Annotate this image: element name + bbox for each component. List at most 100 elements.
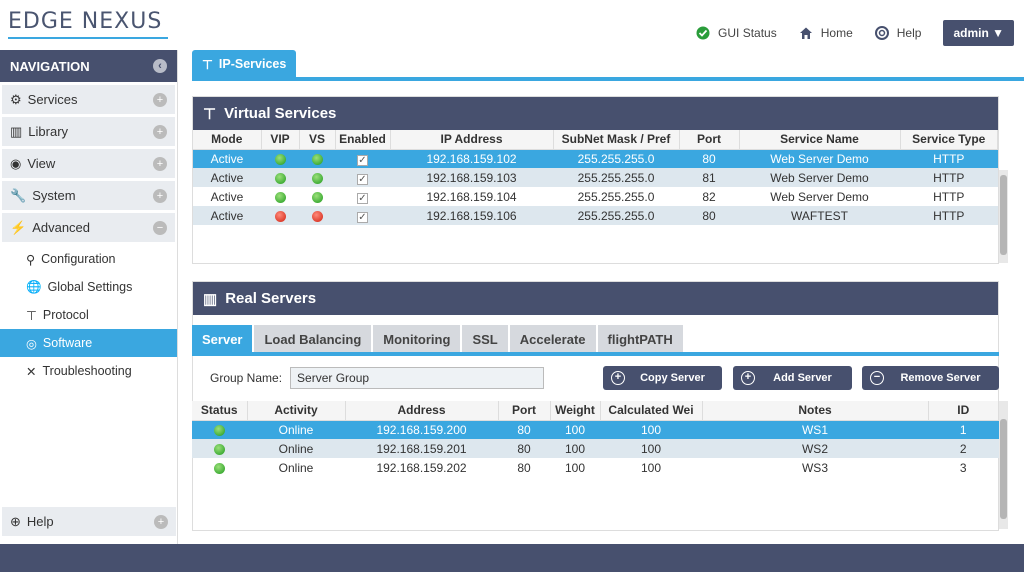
column-header[interactable]: Activity [247, 401, 346, 421]
column-header[interactable]: ID [928, 401, 999, 421]
expand-icon: + [153, 124, 167, 139]
collapse-nav-icon[interactable]: ‹ [153, 59, 167, 73]
enabled-checkbox[interactable]: ✓ [357, 173, 368, 185]
sidebar-section-system[interactable]: 🔧 System + [2, 181, 175, 210]
sitemap-icon: ⊤ [203, 105, 217, 123]
real-servers-table: Status Activity Address Port Weight Calc… [192, 401, 999, 477]
table-cell: HTTP [900, 206, 998, 225]
status-red-icon [274, 210, 286, 222]
tab-ssl[interactable]: SSL [462, 325, 508, 353]
tab-monitoring[interactable]: Monitoring [373, 325, 461, 353]
enabled-checkbox[interactable]: ✓ [357, 154, 368, 166]
status-cell [192, 439, 247, 458]
remove-server-button[interactable]: − Remove Server [862, 366, 999, 390]
table-row[interactable]: Active ✓ 192.168.159.104 255.255.255.0 82 Web… [193, 187, 998, 206]
table-cell: 2 [928, 439, 999, 458]
column-header[interactable]: Address [345, 401, 499, 421]
sitemap-icon: ⊤ [26, 308, 37, 323]
table-row[interactable]: Online 192.168.159.200 80 100 100 WS1 1 [192, 420, 999, 439]
status-green-icon [311, 172, 323, 184]
rs-scrollbar[interactable] [999, 401, 1008, 529]
column-header[interactable]: Port [679, 130, 740, 150]
column-header[interactable]: Calculated Wei [600, 401, 703, 421]
table-cell: 192.168.159.102 [390, 149, 553, 168]
status-green-icon [274, 154, 286, 166]
table-cell: Web Server Demo [739, 168, 900, 187]
table-row[interactable]: Active ✓ 192.168.159.102 255.255.255.0 80 Web… [193, 149, 998, 168]
column-header[interactable]: Service Name [739, 130, 901, 150]
sidebar-section-view[interactable]: ◉ View + [2, 149, 175, 178]
table-cell: 192.168.159.106 [390, 206, 553, 225]
column-header[interactable]: Status [192, 401, 248, 421]
expand-icon: + [153, 92, 167, 107]
sidebar-section-services[interactable]: ⚙ Services + [2, 85, 175, 114]
sidebar-section-label: Advanced [32, 220, 91, 235]
table-cell: 80 [498, 420, 550, 439]
table-cell: Online [247, 420, 345, 439]
table-cell: 100 [550, 439, 600, 458]
status-cell [299, 149, 335, 168]
column-header[interactable]: Mode [193, 130, 262, 150]
column-header[interactable]: SubNet Mask / Pref [553, 130, 680, 150]
sidebar-item-label: Protocol [42, 308, 89, 322]
navigation-title: NAVIGATION [10, 58, 90, 74]
group-name-row: Group Name: [210, 367, 545, 389]
tab-ip-services[interactable]: ⊤ IP-Services [192, 50, 297, 78]
table-cell: Active [210, 189, 244, 204]
button-label: Remove Server [900, 372, 981, 384]
status-cell [261, 149, 299, 168]
status-green-icon [274, 172, 286, 184]
admin-menu-button[interactable]: admin ▼ [943, 20, 1014, 46]
table-row[interactable]: Online 192.168.159.201 80 100 100 WS2 2 [192, 439, 999, 458]
table-cell: 1 [928, 420, 999, 439]
tab-label: IP-Services [218, 57, 287, 71]
sidebar-item-protocol[interactable]: ⊤ Protocol [0, 301, 177, 329]
real-servers-header: ▥ Real Servers [193, 282, 998, 315]
column-header[interactable]: Port [498, 401, 551, 421]
status-cell [192, 420, 247, 439]
table-row[interactable]: Active ✓ 192.168.159.106 255.255.255.0 80 WAF… [193, 206, 998, 225]
sidebar-item-troubleshooting[interactable]: ✕ Troubleshooting [0, 357, 177, 385]
copy-server-button[interactable]: + Copy Server [603, 366, 722, 390]
home-link[interactable]: Home [799, 26, 853, 40]
sidebar-item-global-settings[interactable]: 🌐 Global Settings [0, 273, 177, 301]
gui-status-link[interactable]: GUI Status [696, 26, 777, 40]
sidebar-section-library[interactable]: ▥ Library + [2, 117, 175, 146]
table-cell: 100 [564, 460, 586, 475]
tab-server[interactable]: Server [192, 325, 253, 353]
column-header[interactable]: Weight [550, 401, 601, 421]
sidebar-item-software[interactable]: ◎ Software [0, 329, 177, 357]
vs-scrollbar[interactable] [999, 170, 1008, 263]
group-name-input[interactable] [290, 367, 545, 389]
check-circle-icon [696, 26, 710, 40]
virtual-services-panel: ⊤ Virtual Services Mode VIP VS Enabled IP… [192, 96, 999, 264]
tab-accelerate[interactable]: Accelerate [509, 325, 596, 353]
column-header[interactable]: Enabled [335, 130, 391, 150]
status-cell [299, 206, 335, 225]
sidebar-section-advanced[interactable]: ⚡ Advanced − [2, 213, 175, 242]
column-header[interactable]: VS [299, 130, 336, 150]
add-server-button[interactable]: + Add Server [733, 366, 852, 390]
column-header[interactable]: Notes [702, 401, 929, 421]
column-header[interactable]: Service Type [900, 130, 998, 150]
sidebar-item-configuration[interactable]: ⚲ Configuration [0, 245, 177, 273]
table-cell: 100 [550, 420, 600, 439]
column-header[interactable]: VIP [261, 130, 300, 150]
column-header[interactable]: IP Address [390, 130, 554, 150]
lightning-icon: ⚡ [10, 219, 27, 235]
sidebar-section-label: View [27, 156, 56, 171]
help-link[interactable]: Help [874, 26, 921, 40]
enabled-checkbox[interactable]: ✓ [357, 211, 368, 223]
table-cell: 192.168.159.103 [390, 168, 553, 187]
table-cell: WAFTEST [739, 206, 900, 225]
table-row[interactable]: Online 192.168.159.202 80 100 100 WS3 3 [192, 458, 999, 477]
table-cell: 192.168.159.200 [345, 420, 498, 439]
status-green-icon [311, 154, 323, 166]
tools-icon: ✕ [26, 364, 37, 379]
tab-flightpath[interactable]: flightPATH [597, 325, 683, 353]
enabled-checkbox[interactable]: ✓ [357, 192, 368, 204]
table-row[interactable]: Active ✓ 192.168.159.103 255.255.255.0 81 Web… [193, 168, 998, 187]
sidebar-section-help[interactable]: ⊕ Help + [2, 507, 176, 536]
status-green-icon [311, 191, 323, 203]
tab-load-balancing[interactable]: Load Balancing [254, 325, 372, 353]
